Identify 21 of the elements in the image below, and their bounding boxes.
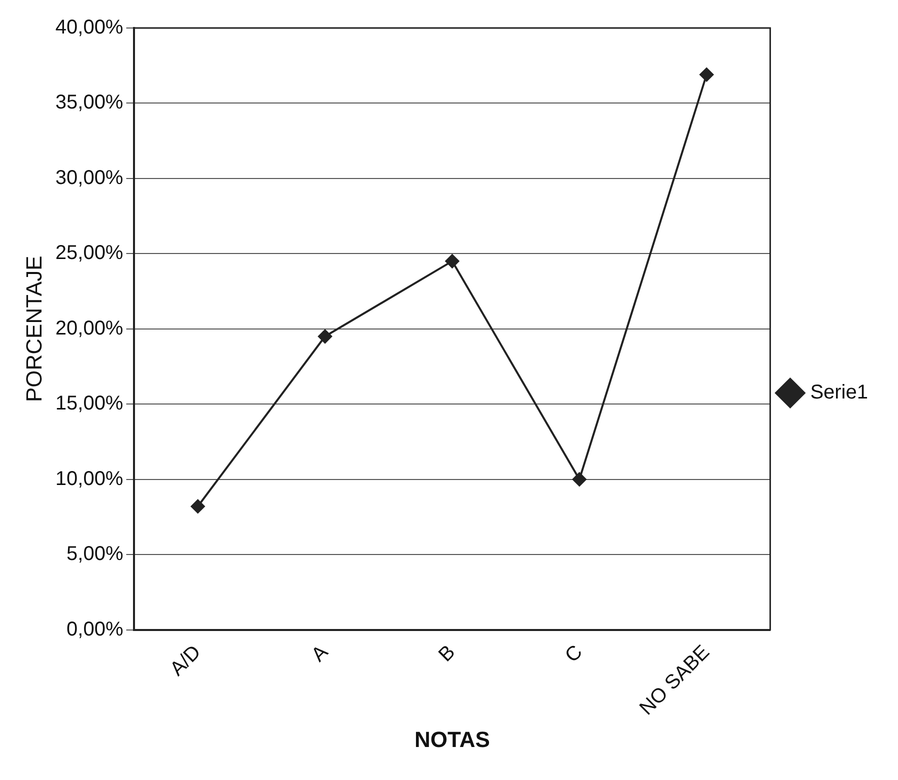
y-tick-label: 30,00% [55, 166, 124, 189]
point [190, 499, 205, 514]
y-tick-label: 40,00% [55, 16, 124, 39]
y-tick-label: 10,00% [55, 468, 124, 490]
legend-label: Serie1 [810, 382, 868, 404]
y-tick-label: 5,00% [66, 543, 124, 566]
x-tick-label: A [307, 640, 333, 666]
y-tick-label: 20,00% [55, 317, 124, 340]
y-tick-label: 15,00% [55, 392, 124, 415]
y-axis-title: PORCENTAJE [21, 256, 46, 402]
point [572, 472, 586, 486]
y-tick-label: 0,00% [66, 618, 124, 640]
x-tick-label: C [561, 641, 587, 667]
y-tick-label: 25,00% [55, 242, 124, 264]
y-tick-label: 35,00% [55, 92, 124, 114]
x-tick-label: A/D [166, 641, 206, 680]
point [318, 329, 332, 344]
x-axis-title: NOTAS [414, 726, 490, 752]
x-tick-label: B [434, 641, 460, 666]
point [445, 254, 460, 268]
point [700, 68, 714, 82]
